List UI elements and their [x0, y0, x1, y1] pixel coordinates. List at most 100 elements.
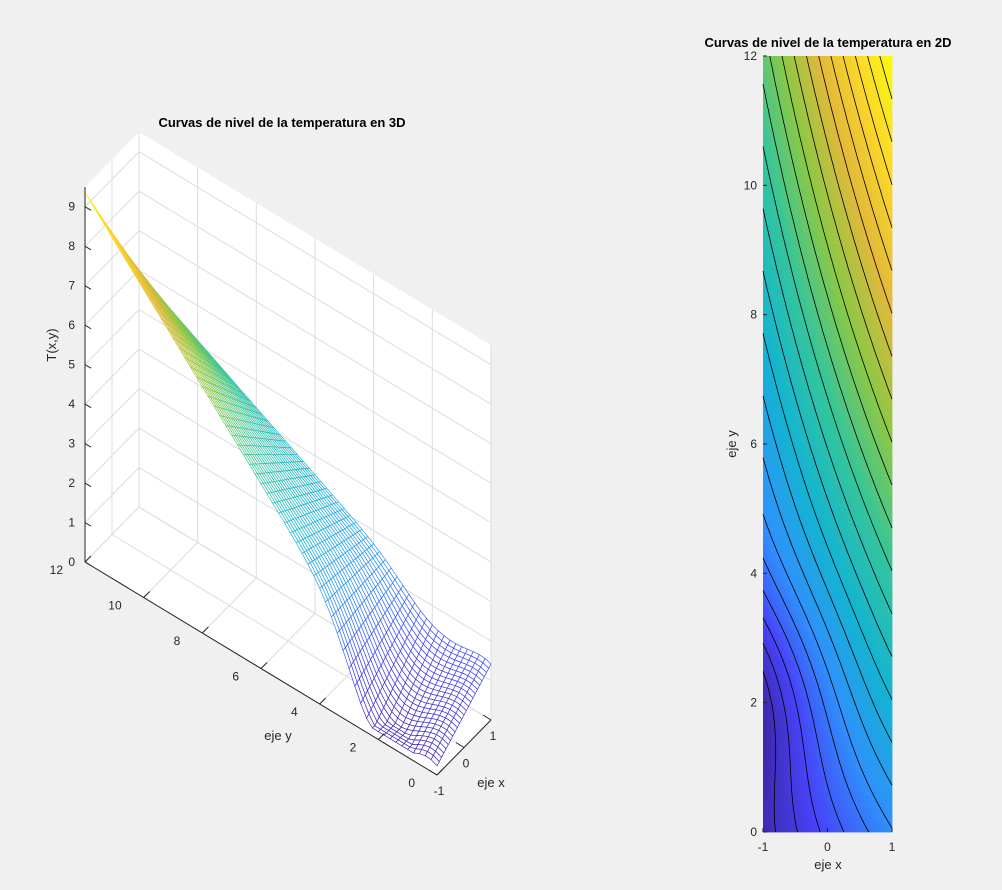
- contour-cell: [787, 700, 792, 705]
- contour-cell: [811, 372, 816, 377]
- contour-cell: [803, 640, 808, 645]
- contour-cell: [823, 640, 828, 645]
- contour-cell: [823, 240, 828, 245]
- contour-cell: [771, 80, 776, 85]
- contour-cell: [775, 508, 780, 513]
- contour-cell: [819, 180, 824, 185]
- contour-cell: [827, 624, 832, 629]
- contour-cell: [807, 492, 812, 497]
- contour-cell: [811, 312, 816, 317]
- contour-cell: [763, 716, 768, 721]
- contour-cell: [831, 760, 836, 765]
- contour-cell: [811, 388, 816, 393]
- contour-cell: [815, 64, 820, 69]
- contour-cell: [819, 716, 824, 721]
- contour-cell: [807, 480, 812, 485]
- contour-cell: [831, 308, 836, 313]
- contour-cell: [815, 376, 820, 381]
- contour-cell: [791, 520, 796, 525]
- contour-cell: [819, 304, 824, 309]
- contour-cell: [779, 300, 784, 305]
- contour-cell: [771, 336, 776, 341]
- contour-cell: [795, 684, 800, 689]
- contour-cell: [779, 452, 784, 457]
- contour-cell: [799, 468, 804, 473]
- contour-cell: [811, 252, 816, 257]
- contour-cell: [807, 308, 812, 313]
- contour-cell: [803, 824, 808, 829]
- contour-cell: [775, 140, 780, 145]
- contour-cell: [811, 788, 816, 793]
- contour-cell: [831, 676, 836, 681]
- contour-cell: [779, 328, 784, 333]
- contour-cell: [795, 240, 800, 245]
- contour-cell: [815, 708, 820, 713]
- contour-cell: [803, 664, 808, 669]
- contour-cell: [815, 716, 820, 721]
- contour-cell: [815, 432, 820, 437]
- contour-cell: [783, 100, 788, 105]
- contour-cell: [775, 120, 780, 125]
- contour-cell: [803, 164, 808, 169]
- contour-cell: [783, 724, 788, 729]
- contour-cell: [779, 224, 784, 229]
- contour-cell: [815, 776, 820, 781]
- contour-cell: [823, 100, 828, 105]
- contour-cell: [815, 492, 820, 497]
- contour-cell: [811, 484, 816, 489]
- contour-cell: [775, 580, 780, 585]
- contour-cell: [815, 572, 820, 577]
- contour-cell: [767, 240, 772, 245]
- contour-cell: [767, 324, 772, 329]
- contour-cell: [823, 348, 828, 353]
- contour-cell: [763, 460, 768, 465]
- contour-cell: [787, 356, 792, 361]
- contour-cell: [783, 444, 788, 449]
- contour-cell: [811, 504, 816, 509]
- contour-cell: [763, 188, 768, 193]
- contour-cell: [783, 340, 788, 345]
- contour-cell: [827, 84, 832, 89]
- contour-cell: [807, 660, 812, 665]
- contour-cell: [827, 204, 832, 209]
- contour-cell: [815, 412, 820, 417]
- contour-cell: [803, 816, 808, 821]
- contour-cell: [811, 756, 816, 761]
- contour-cell: [779, 768, 784, 773]
- contour-cell: [763, 132, 768, 137]
- contour-cell: [831, 624, 836, 629]
- contour-cell: [795, 88, 800, 93]
- contour-cell: [799, 396, 804, 401]
- contour-cell: [823, 196, 828, 201]
- contour-cell: [783, 136, 788, 141]
- contour-cell: [767, 612, 772, 617]
- contour-cell: [787, 244, 792, 249]
- contour-cell: [787, 348, 792, 353]
- contour-cell: [807, 396, 812, 401]
- contour-cell: [823, 516, 828, 521]
- contour-cell: [787, 636, 792, 641]
- contour-cell: [823, 96, 828, 101]
- contour-cell: [811, 112, 816, 117]
- contour-cell: [807, 284, 812, 289]
- contour-cell: [831, 704, 836, 709]
- contour-cell: [791, 800, 796, 805]
- contour-cell: [763, 224, 768, 229]
- contour-cell: [815, 316, 820, 321]
- contour-cell: [827, 96, 832, 101]
- contour-cell: [779, 208, 784, 213]
- contour-cell: [791, 404, 796, 409]
- contour-cell: [783, 76, 788, 81]
- contour-cell: [771, 740, 776, 745]
- contour-cell: [783, 584, 788, 589]
- contour-cell: [775, 648, 780, 653]
- contour-cell: [767, 80, 772, 85]
- contour-cell: [831, 772, 836, 777]
- contour-cell: [791, 328, 796, 333]
- contour-cell: [803, 800, 808, 805]
- contour-cell: [795, 384, 800, 389]
- contour-cell: [815, 580, 820, 585]
- contour-cell: [815, 544, 820, 549]
- contour-cell: [811, 468, 816, 473]
- contour-cell: [815, 692, 820, 697]
